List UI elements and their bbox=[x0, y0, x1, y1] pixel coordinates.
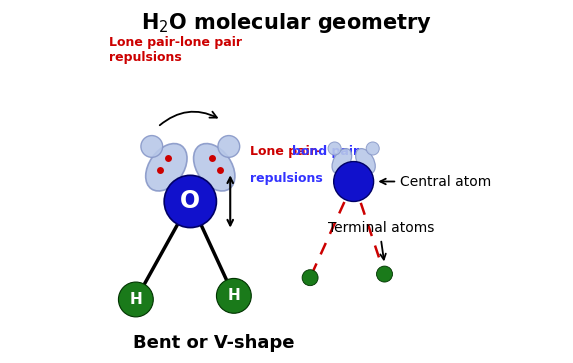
Text: H: H bbox=[227, 288, 240, 303]
Text: H: H bbox=[129, 292, 142, 307]
Ellipse shape bbox=[194, 143, 235, 191]
Text: Bent or V-shape: Bent or V-shape bbox=[133, 334, 295, 352]
Circle shape bbox=[217, 278, 252, 313]
Text: repulsions: repulsions bbox=[250, 172, 323, 185]
Circle shape bbox=[164, 175, 217, 228]
Text: Lone pair-: Lone pair- bbox=[250, 145, 321, 158]
Circle shape bbox=[218, 135, 240, 157]
Circle shape bbox=[141, 135, 163, 157]
Circle shape bbox=[366, 142, 379, 155]
Text: bond pair: bond pair bbox=[292, 145, 359, 158]
Text: Lone pair-lone pair
repulsions: Lone pair-lone pair repulsions bbox=[109, 36, 242, 64]
Text: Central atom: Central atom bbox=[400, 175, 491, 188]
Ellipse shape bbox=[332, 148, 352, 174]
Circle shape bbox=[119, 282, 154, 317]
Circle shape bbox=[333, 162, 374, 201]
Circle shape bbox=[328, 142, 341, 155]
Ellipse shape bbox=[356, 148, 375, 174]
Circle shape bbox=[376, 266, 393, 282]
FancyArrowPatch shape bbox=[160, 112, 217, 125]
Circle shape bbox=[302, 270, 318, 286]
Text: O: O bbox=[180, 189, 201, 213]
Ellipse shape bbox=[146, 143, 187, 191]
Text: Terminal atoms: Terminal atoms bbox=[328, 221, 434, 235]
Text: H$_2$O molecular geometry: H$_2$O molecular geometry bbox=[141, 11, 432, 35]
